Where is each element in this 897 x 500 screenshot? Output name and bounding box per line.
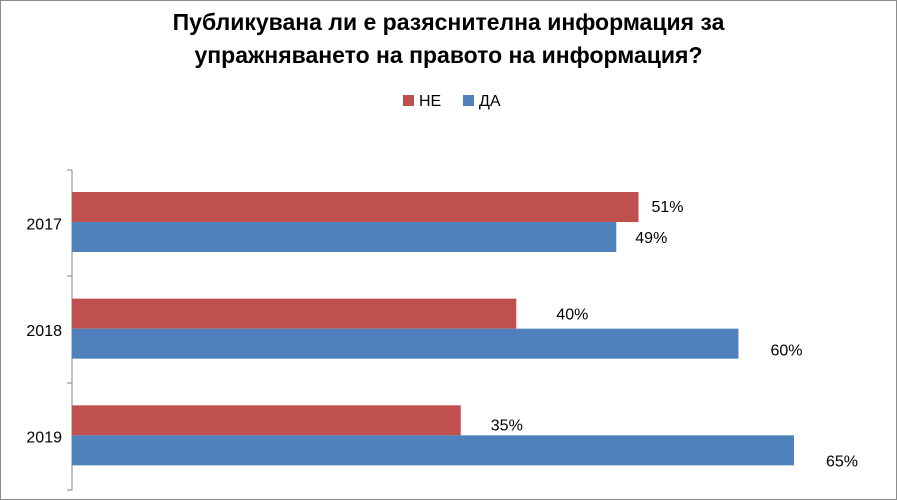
chart-title: Публикувана ли е разяснителна информация… [0, 6, 897, 72]
chart-title-line-2: упражняването на правото на информация? [194, 42, 703, 68]
bar-da-2019 [72, 435, 794, 466]
bar-ne-2019 [72, 405, 461, 436]
data-label-da-2019: 65% [826, 453, 858, 470]
bar-ne-2018 [72, 298, 517, 329]
category-label-2017: 2017 [26, 216, 62, 233]
chart-title-line-1: Публикувана ли е разяснителна информация… [172, 9, 725, 35]
data-label-ne-2018: 40% [556, 307, 588, 324]
bar-da-2017 [72, 222, 617, 252]
bar-da-2018 [72, 328, 739, 359]
plot-area: 2017 51% 49% 2018 40% 60% 2019 35% 65% [26, 192, 858, 470]
data-label-da-2017: 49% [635, 230, 667, 247]
data-label-da-2018: 60% [770, 343, 802, 360]
bar-ne-2017 [72, 192, 639, 222]
data-label-ne-2019: 35% [491, 417, 523, 434]
legend-label-ne: НЕ [419, 93, 441, 110]
legend: НЕ ДА [403, 93, 501, 110]
legend-swatch-da [463, 95, 474, 106]
legend-label-da: ДА [479, 93, 501, 110]
category-label-2019: 2019 [26, 430, 62, 447]
data-label-ne-2017: 51% [651, 199, 683, 216]
legend-swatch-ne [403, 95, 414, 106]
category-label-2018: 2018 [26, 323, 62, 340]
